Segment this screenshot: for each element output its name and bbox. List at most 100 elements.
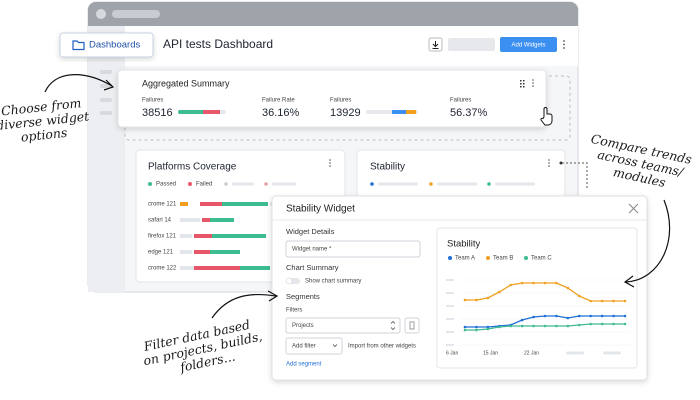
- data-point: [543, 281, 547, 285]
- row-label: safari 14: [148, 218, 172, 224]
- data-point: [463, 325, 467, 329]
- metric-value: 38516: [142, 107, 173, 119]
- metric-label: Failures: [330, 98, 351, 104]
- x-tick-label: 6 Jan: [446, 350, 458, 356]
- data-point: [486, 325, 490, 329]
- button-label: Add Widgets: [511, 43, 545, 49]
- button-label: Dashboards: [89, 40, 140, 51]
- arrow: [211, 293, 277, 319]
- cursor: [540, 107, 553, 126]
- name-input[interactable]: [285, 240, 421, 258]
- download-button[interactable]: [428, 37, 443, 52]
- axis-placeholder: [446, 318, 454, 320]
- data-point: [509, 283, 513, 287]
- data-point: [486, 296, 490, 300]
- placeholder-button[interactable]: [448, 38, 495, 51]
- data-point: [532, 281, 535, 285]
- data-point: [520, 318, 524, 322]
- data-point: [555, 281, 558, 285]
- annotation: Compare trends across teams/ modules: [590, 131, 693, 190]
- section-heading: Widget Details: [286, 227, 335, 236]
- data-point: [475, 328, 478, 332]
- more-menu[interactable]: [563, 40, 565, 49]
- input-placeholder: Widget name *: [292, 247, 332, 253]
- metric-value: 13929: [330, 107, 361, 119]
- annotation: Filter data based on projects, builds, f…: [141, 317, 263, 375]
- axis-placeholder: [446, 331, 454, 333]
- data-point: [623, 299, 627, 303]
- page-title: API tests Dashboard: [163, 37, 273, 51]
- select-value: Add filter: [292, 344, 316, 350]
- summary-card: Aggregated Summary Failures 38516 Failur…: [117, 69, 553, 128]
- legend-label: Team C: [531, 256, 552, 262]
- legend-label: Failed: [196, 182, 212, 188]
- metric-label: Failures: [142, 98, 163, 104]
- card-title: Stability: [370, 162, 405, 173]
- dashboards-button[interactable]: Dashboards: [59, 32, 154, 58]
- data-point: [612, 322, 615, 326]
- legend-swatch: [524, 256, 528, 260]
- data-point: [589, 322, 593, 326]
- metric-value: 56.37%: [450, 107, 488, 119]
- data-point: [577, 294, 581, 298]
- annotation: Choose from diverse widget options: [0, 95, 91, 145]
- add-widgets-button[interactable]: Add Widgets: [500, 37, 557, 52]
- add-segment-link[interactable]: Add segment: [286, 362, 322, 368]
- data-point: [623, 314, 627, 318]
- data-point: [463, 298, 467, 302]
- card-title: Platforms Coverage: [148, 162, 237, 173]
- chart: Team A Team B Team C 6 Jan 15 Jan 22 Jan: [446, 256, 630, 356]
- axis-placeholder: [446, 279, 454, 281]
- data-point: [520, 281, 524, 285]
- stability-widget-modal: Stability Widget Widget Details Widget n…: [271, 195, 648, 381]
- data-point: [532, 315, 535, 319]
- axis-placeholder: [446, 344, 454, 346]
- import-link[interactable]: Import from other widgets: [348, 344, 416, 350]
- data-point: [497, 290, 501, 294]
- row-label: crome 122: [148, 266, 177, 272]
- data-point: [486, 327, 490, 331]
- data-point: [543, 324, 547, 328]
- connector: [562, 162, 588, 190]
- data-point: [600, 322, 604, 326]
- x-tick-label: 15 Jan: [483, 350, 498, 356]
- data-point: [612, 314, 615, 318]
- axis-placeholder: [446, 305, 454, 307]
- legend-swatch: [448, 256, 452, 260]
- stability-card: Stability: [356, 149, 566, 211]
- data-point: [555, 314, 558, 318]
- metric-label: Failure Rate: [262, 98, 295, 104]
- data-point: [577, 323, 581, 327]
- section-heading: Chart Summary: [286, 263, 339, 272]
- delete-button[interactable]: [404, 317, 420, 334]
- data-point: [555, 324, 558, 328]
- close-button[interactable]: [628, 203, 639, 214]
- annotation-line: options: [20, 125, 68, 145]
- card-title: Aggregated Summary: [142, 78, 230, 88]
- modal-title: Stability Widget: [286, 204, 355, 215]
- data-point: [475, 325, 478, 329]
- data-point: [532, 324, 535, 328]
- axis-placeholder: [446, 292, 454, 294]
- data-point: [577, 314, 581, 318]
- add-filter-select[interactable]: [285, 337, 343, 355]
- data-point: [566, 324, 570, 328]
- data-point: [497, 325, 501, 329]
- data-point: [463, 328, 467, 332]
- metric-label: Failures: [450, 98, 471, 104]
- data-point: [566, 316, 570, 320]
- data-point: [509, 324, 513, 328]
- legend-swatch: [486, 256, 490, 260]
- toggle-label: Show chart summary: [305, 279, 361, 285]
- project-select[interactable]: [285, 317, 401, 334]
- data-point: [600, 314, 604, 318]
- x-tick-label: 22 Jan: [524, 350, 539, 356]
- data-point: [566, 286, 570, 290]
- chart-title: Stability: [447, 239, 481, 250]
- arrow: [625, 199, 671, 283]
- data-point: [475, 298, 478, 302]
- data-point: [623, 322, 627, 326]
- select-value: Projects: [292, 323, 314, 329]
- arrow: [44, 74, 113, 93]
